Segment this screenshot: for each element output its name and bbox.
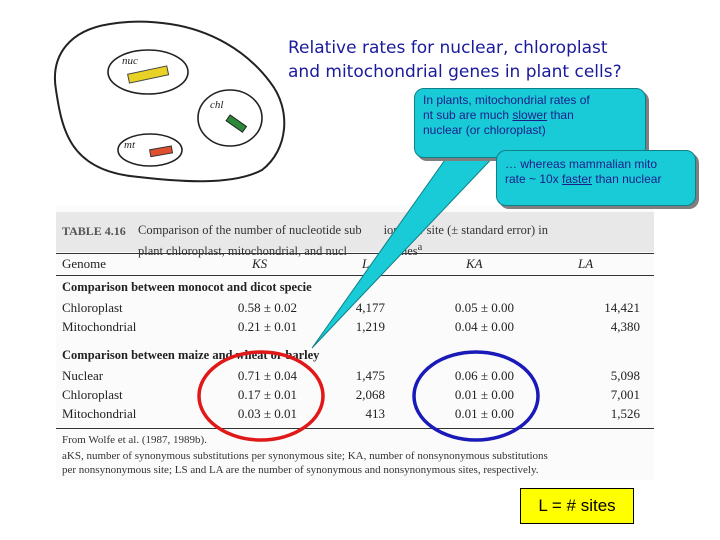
sites-note-box: L = # sites [520, 488, 634, 524]
header-ls: L [362, 256, 370, 271]
title-line-1: Relative rates for nuclear, chloroplast [288, 38, 608, 58]
table-row: Nuclear 0.71 ± 0.04 1,475 0.06 ± 0.00 5,… [62, 368, 640, 383]
table-row: Mitochondrial 0.03 ± 0.01 413 0.01 ± 0.0… [62, 406, 640, 421]
chloroplast-organelle [197, 89, 263, 147]
header-genome: Genome [62, 256, 107, 271]
header-ka: KA [466, 256, 483, 271]
header-ks: KS [252, 256, 268, 271]
header-la: LA [578, 256, 594, 271]
table-row: Chloroplast 0.17 ± 0.01 2,068 0.01 ± 0.0… [62, 387, 640, 402]
nucleus-organelle [107, 49, 189, 95]
sketch-label-chl: chl [210, 99, 223, 111]
table-row: Mitochondrial 0.21 ± 0.01 1,219 0.04 ± 0… [62, 319, 640, 334]
scanned-table: TABLE 4.16 Comparison of the number of n… [56, 205, 654, 480]
table-row: Chloroplast 0.58 ± 0.02 4,177 0.05 ± 0.0… [62, 300, 640, 315]
plant-cell-sketch: nuc chl mt [54, 20, 286, 183]
slide-title: Relative rates for nuclear, chloroplast … [288, 36, 688, 84]
table-caption-text: Comparison of the number of nucleotide s… [138, 223, 549, 259]
table-caption: TABLE 4.16 Comparison of the number of n… [56, 212, 654, 258]
table-caption-label: TABLE 4.16 [62, 224, 126, 238]
callout-mito-slower: In plants, mitochondrial rates of nt sub… [414, 88, 646, 158]
table-footnote: aKS, number of synonymous substitutions … [62, 450, 548, 476]
table-header-rule [56, 275, 654, 276]
table-source: From Wolfe et al. (1987, 1989b). [62, 434, 207, 446]
table-top-rule [56, 253, 654, 254]
title-line-2: and mitochondrial genes in plant cells? [288, 62, 622, 82]
table-bottom-rule [56, 428, 654, 429]
mitochondrion-organelle [117, 133, 183, 167]
section-monocot-dicot: Comparison between monocot and dicot spe… [62, 280, 312, 294]
sketch-label-nuc: nuc [122, 55, 138, 67]
section-maize-wheat: Comparison between maize and wheat or ba… [62, 348, 320, 362]
callout-mammal-faster: … whereas mammalian mito rate ~ 10x fast… [496, 150, 696, 206]
sketch-label-mt: mt [124, 139, 136, 151]
